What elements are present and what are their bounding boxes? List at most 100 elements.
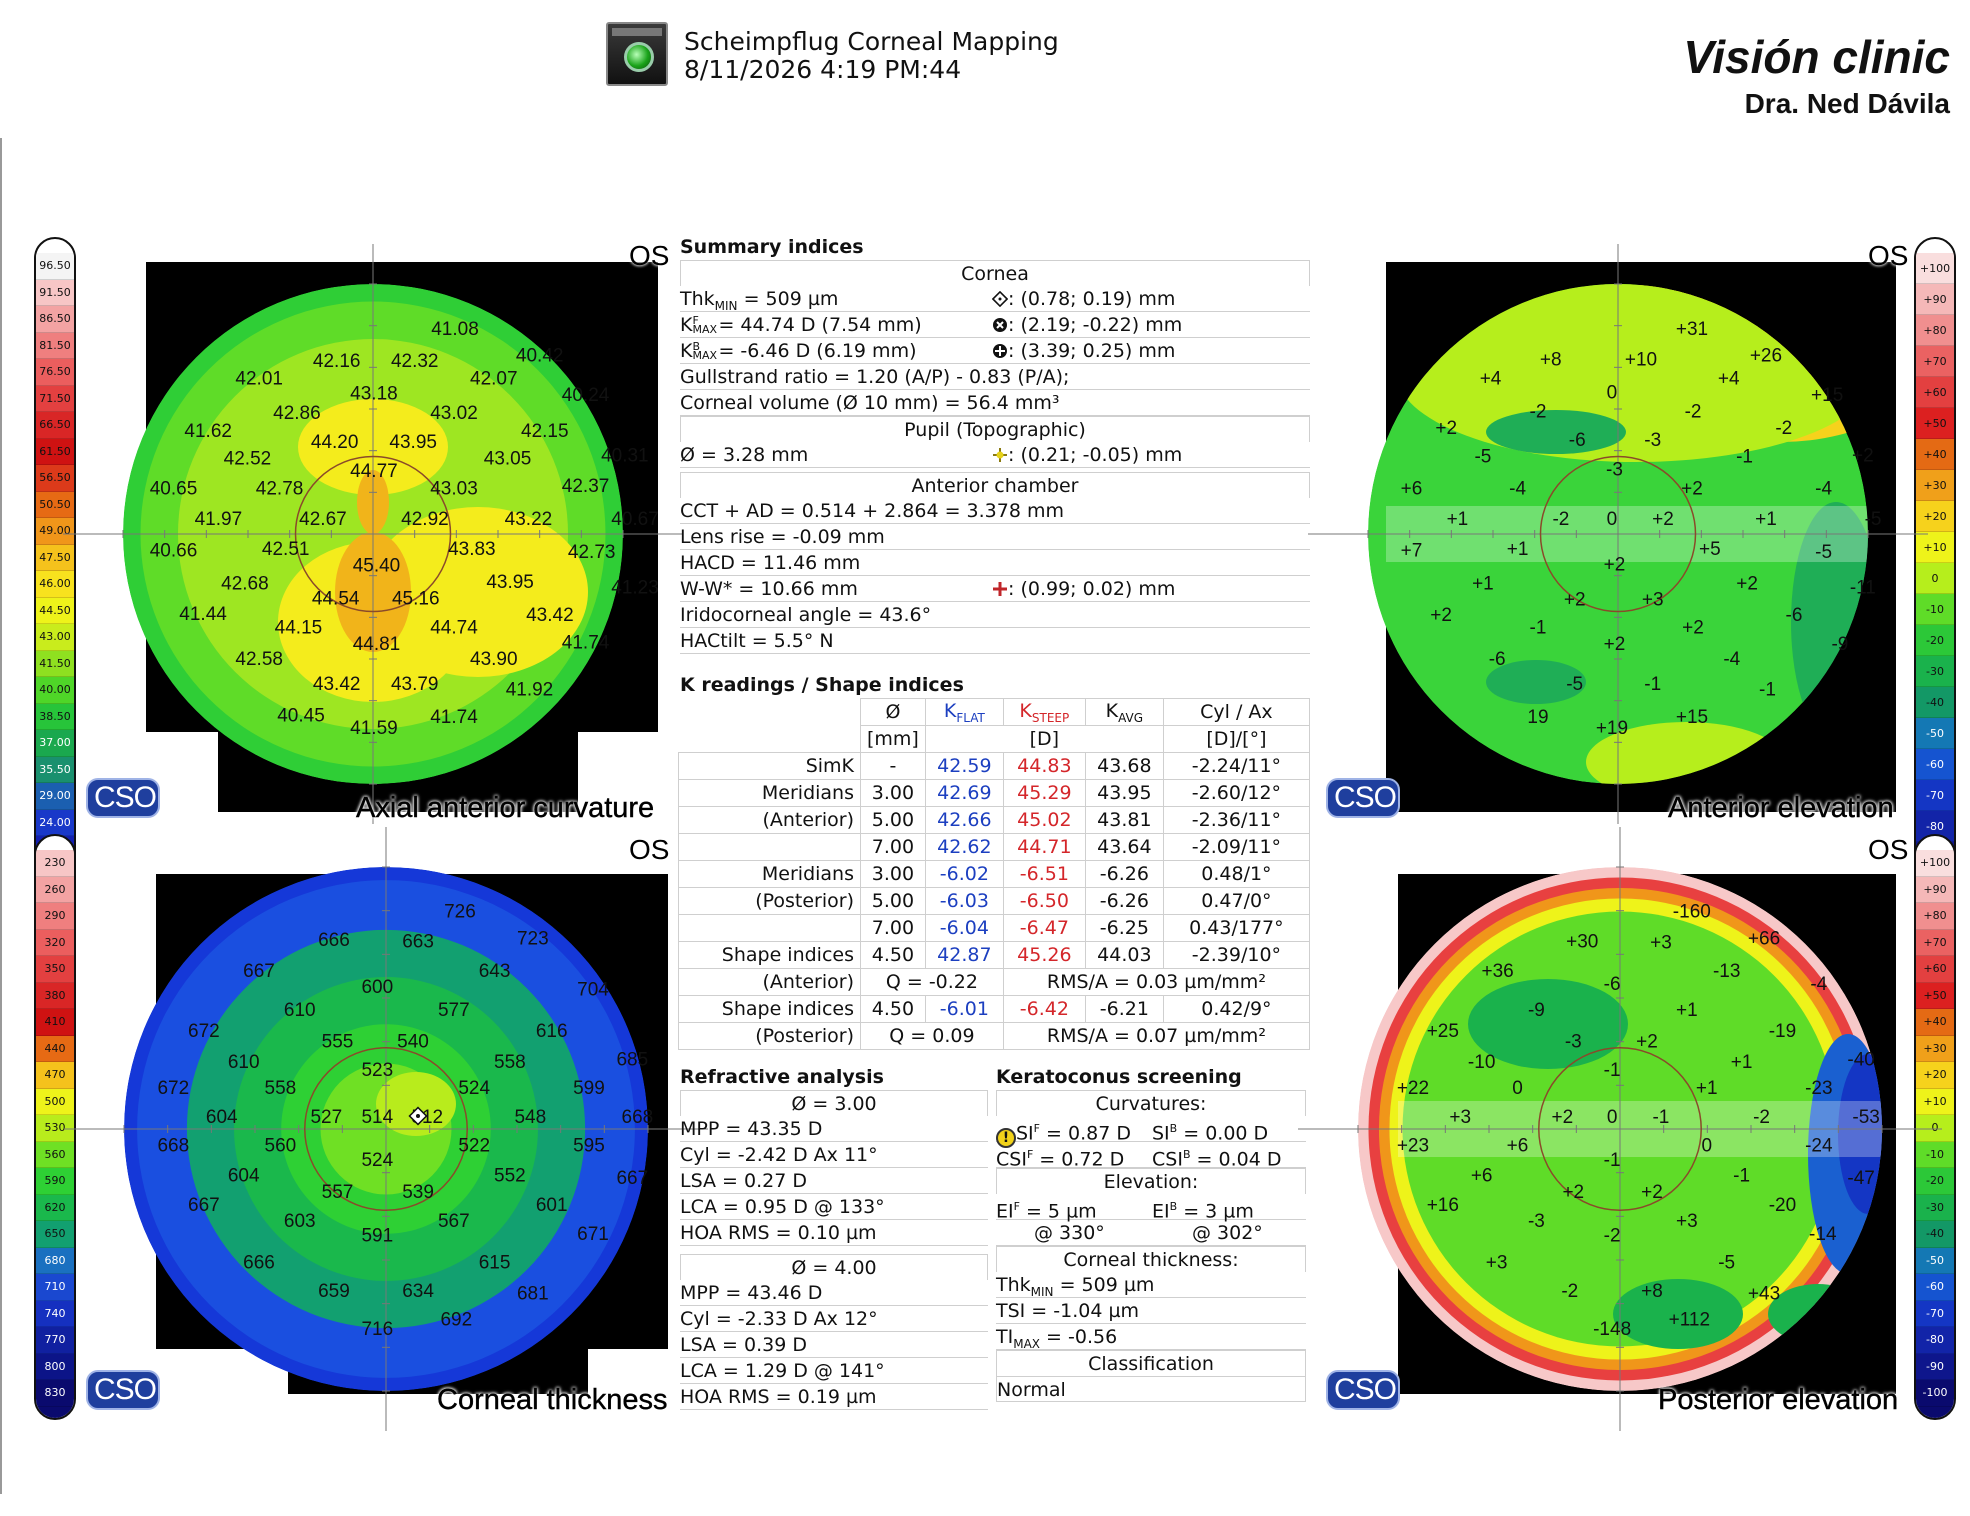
map-value: +3	[1642, 590, 1664, 611]
map-value: 616	[536, 1021, 568, 1042]
map-value: 40.66	[150, 541, 198, 562]
cso-logo: CSO	[1326, 1370, 1400, 1410]
map-value: 42.67	[299, 509, 347, 530]
mpp-row: MPP = 43.35 D	[680, 1116, 988, 1142]
map-value: 600	[361, 977, 393, 998]
crosshair	[1298, 827, 1942, 1431]
hacd-row: HACD = 11.46 mm	[680, 550, 1310, 576]
scale-cell: -10	[1916, 594, 1954, 625]
map-value: +10	[1625, 349, 1657, 370]
row-cyl-ax: 0.48/1°	[1162, 860, 1311, 888]
map-value: -6	[1786, 605, 1803, 626]
map-value: 42.58	[235, 649, 283, 670]
k-reading-row: (Posterior) 5.00 -6.03 -6.50 -6.26 0.47/0°	[678, 887, 1311, 915]
map-value: +2	[1636, 1031, 1658, 1052]
map-value: -3	[1644, 430, 1661, 451]
corneal-thickness-map[interactable]: 726 666 663 723 667 643 600 704 610 577 672 616 555 5…	[64, 827, 708, 1431]
map-value: 557	[322, 1182, 354, 1203]
row-ksteep: -6.50	[1002, 887, 1086, 915]
lca-row: LCA = 1.29 D @ 141°	[680, 1358, 988, 1384]
scale-cell: 24.00	[36, 809, 74, 836]
scale-cell: +50	[1916, 982, 1954, 1009]
row-ksteep: -6.51	[1002, 860, 1086, 888]
row-ksteep: -6.42	[1002, 995, 1086, 1023]
map-value: -23	[1805, 1078, 1832, 1099]
map-value: 552	[494, 1166, 526, 1187]
thinnest-point-marker	[408, 1106, 428, 1126]
scale-cell: +30	[1916, 1035, 1954, 1062]
scale-cell: 38.50	[36, 703, 74, 730]
posterior-elevation-map[interactable]: -160+30 +3 +66+36 -13-6 -4-9 +1+25 -19-3 +2-10 +…	[1298, 827, 1942, 1431]
map-value: +1	[1755, 509, 1777, 530]
col-cyl-ax: Cyl / Ax	[1162, 698, 1311, 726]
map-value: -2	[1530, 402, 1547, 423]
map-value: +1	[1472, 574, 1494, 595]
row-ksteep: 44.83	[1002, 752, 1086, 780]
map-value: 524	[458, 1078, 490, 1099]
map-value: +36	[1481, 961, 1513, 982]
map-value: -13	[1713, 961, 1740, 982]
anterior-elevation-map-title: Anterior elevation	[1668, 792, 1894, 824]
scale-cell: +60	[1916, 956, 1954, 983]
scale-cell: 230	[36, 850, 74, 877]
row-cyl-ax: -2.09/11°	[1162, 833, 1311, 861]
left-divider	[0, 138, 2, 1494]
map-value: 45.40	[353, 556, 401, 577]
map-value: +3	[1650, 933, 1672, 954]
map-value: +3	[1676, 1211, 1698, 1232]
scale-cell: 590	[36, 1168, 74, 1195]
map-value: +1	[1696, 1078, 1718, 1099]
refractive-diameter-1: Ø = 3.00	[680, 1090, 988, 1116]
scale-cell: 0	[1916, 1115, 1954, 1142]
axial-curvature-map[interactable]: 41.08 42.16 42.32 40.42 42.01 42.07 43.18 40.24…	[63, 244, 683, 824]
mpp-row: MPP = 43.46 D	[680, 1280, 988, 1306]
thk-min-row: ThkMIN = 509 µm : (0.78; 0.19) mm	[680, 286, 1310, 313]
anterior-elevation-map[interactable]: +31+8 +10 +26+4 +40 +15-2 -2+2 -2-6 -3-5 -1 +2-3+…	[1308, 244, 1928, 824]
row-cyl-ax: 0.43/177°	[1162, 914, 1311, 942]
scale-cell: 710	[36, 1274, 74, 1301]
map-value: 667	[243, 961, 275, 982]
map-value: +66	[1748, 928, 1780, 949]
map-value: 555	[322, 1031, 354, 1052]
map-value: 43.05	[484, 448, 532, 469]
map-value: -47	[1847, 1168, 1874, 1189]
map-value: +43	[1748, 1284, 1780, 1305]
row-label: (Posterior)	[678, 887, 861, 915]
col-ksteep: KSTEEP	[1002, 698, 1086, 726]
k-readings-title: K readings / Shape indices	[680, 674, 964, 696]
map-value: 44.74	[430, 618, 478, 639]
map-value: 0	[1701, 1135, 1712, 1156]
scale-cell: 76.50	[36, 359, 74, 386]
scale-cell: 43.00	[36, 624, 74, 651]
row-diameter: 5.00	[860, 887, 926, 915]
row-label	[678, 914, 861, 942]
pupil-subhead: Pupil (Topographic)	[680, 416, 1310, 442]
map-value: 42.01	[235, 369, 283, 390]
map-value: -10	[1468, 1052, 1495, 1073]
map-value: 0	[1607, 1107, 1618, 1128]
scale-cell: 620	[36, 1194, 74, 1221]
map-value: +3	[1486, 1252, 1508, 1273]
map-value: 44.54	[312, 589, 360, 610]
scale-cell: +100	[1916, 850, 1954, 877]
row-label	[678, 833, 861, 861]
axial-map-title: Axial anterior curvature	[356, 792, 655, 824]
map-value: 40.24	[562, 385, 610, 406]
map-value: -5	[1815, 542, 1832, 563]
map-zone	[1486, 410, 1626, 454]
scale-cell: -40	[1916, 687, 1954, 718]
map-value: 671	[577, 1224, 609, 1245]
map-value: -9	[1831, 634, 1848, 655]
rms-a: RMS/A = 0.03 µm/mm²	[1002, 968, 1311, 996]
thickness-subhead: Corneal thickness:	[996, 1246, 1306, 1272]
map-value: -24	[1805, 1135, 1833, 1156]
scale-cell: 44.50	[36, 597, 74, 624]
map-value: -20	[1769, 1195, 1796, 1216]
row-kflat: 42.62	[924, 833, 1004, 861]
row-kflat: 42.66	[924, 806, 1004, 834]
map-value: -19	[1769, 1021, 1796, 1042]
row-diameter: -	[860, 752, 926, 780]
map-value: +2	[1852, 446, 1874, 467]
col-diameter-unit: [mm]	[860, 725, 926, 753]
k-reading-row: Shape indices 4.50 42.87 45.26 44.03 -2.39/10…	[678, 941, 1311, 969]
